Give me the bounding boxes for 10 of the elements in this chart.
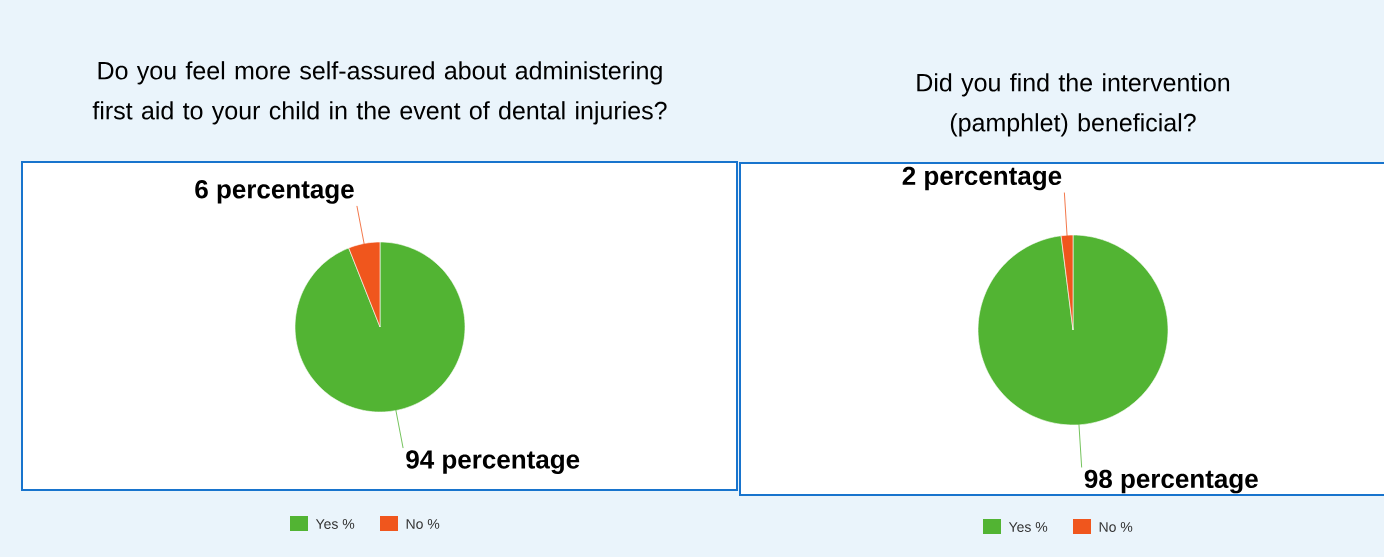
data-label: 98 percentage: [1084, 469, 1258, 494]
chart-title: Do you feel more self-assured about administering first aid to your child in the event of dental injuries?: [92, 61, 667, 125]
legend-label: No %: [406, 519, 440, 529]
legend-label: No %: [1099, 522, 1133, 532]
legend-label: Yes %: [315, 519, 355, 529]
legend-label: Yes %: [1008, 522, 1048, 532]
data-label: 2 percentage: [902, 166, 1062, 191]
chart-title: Did you find the intervention (pamphlet) beneficial?: [917, 73, 1230, 137]
data-label: 94 percentage: [406, 450, 580, 474]
data-label: 6 percentage: [195, 180, 354, 204]
